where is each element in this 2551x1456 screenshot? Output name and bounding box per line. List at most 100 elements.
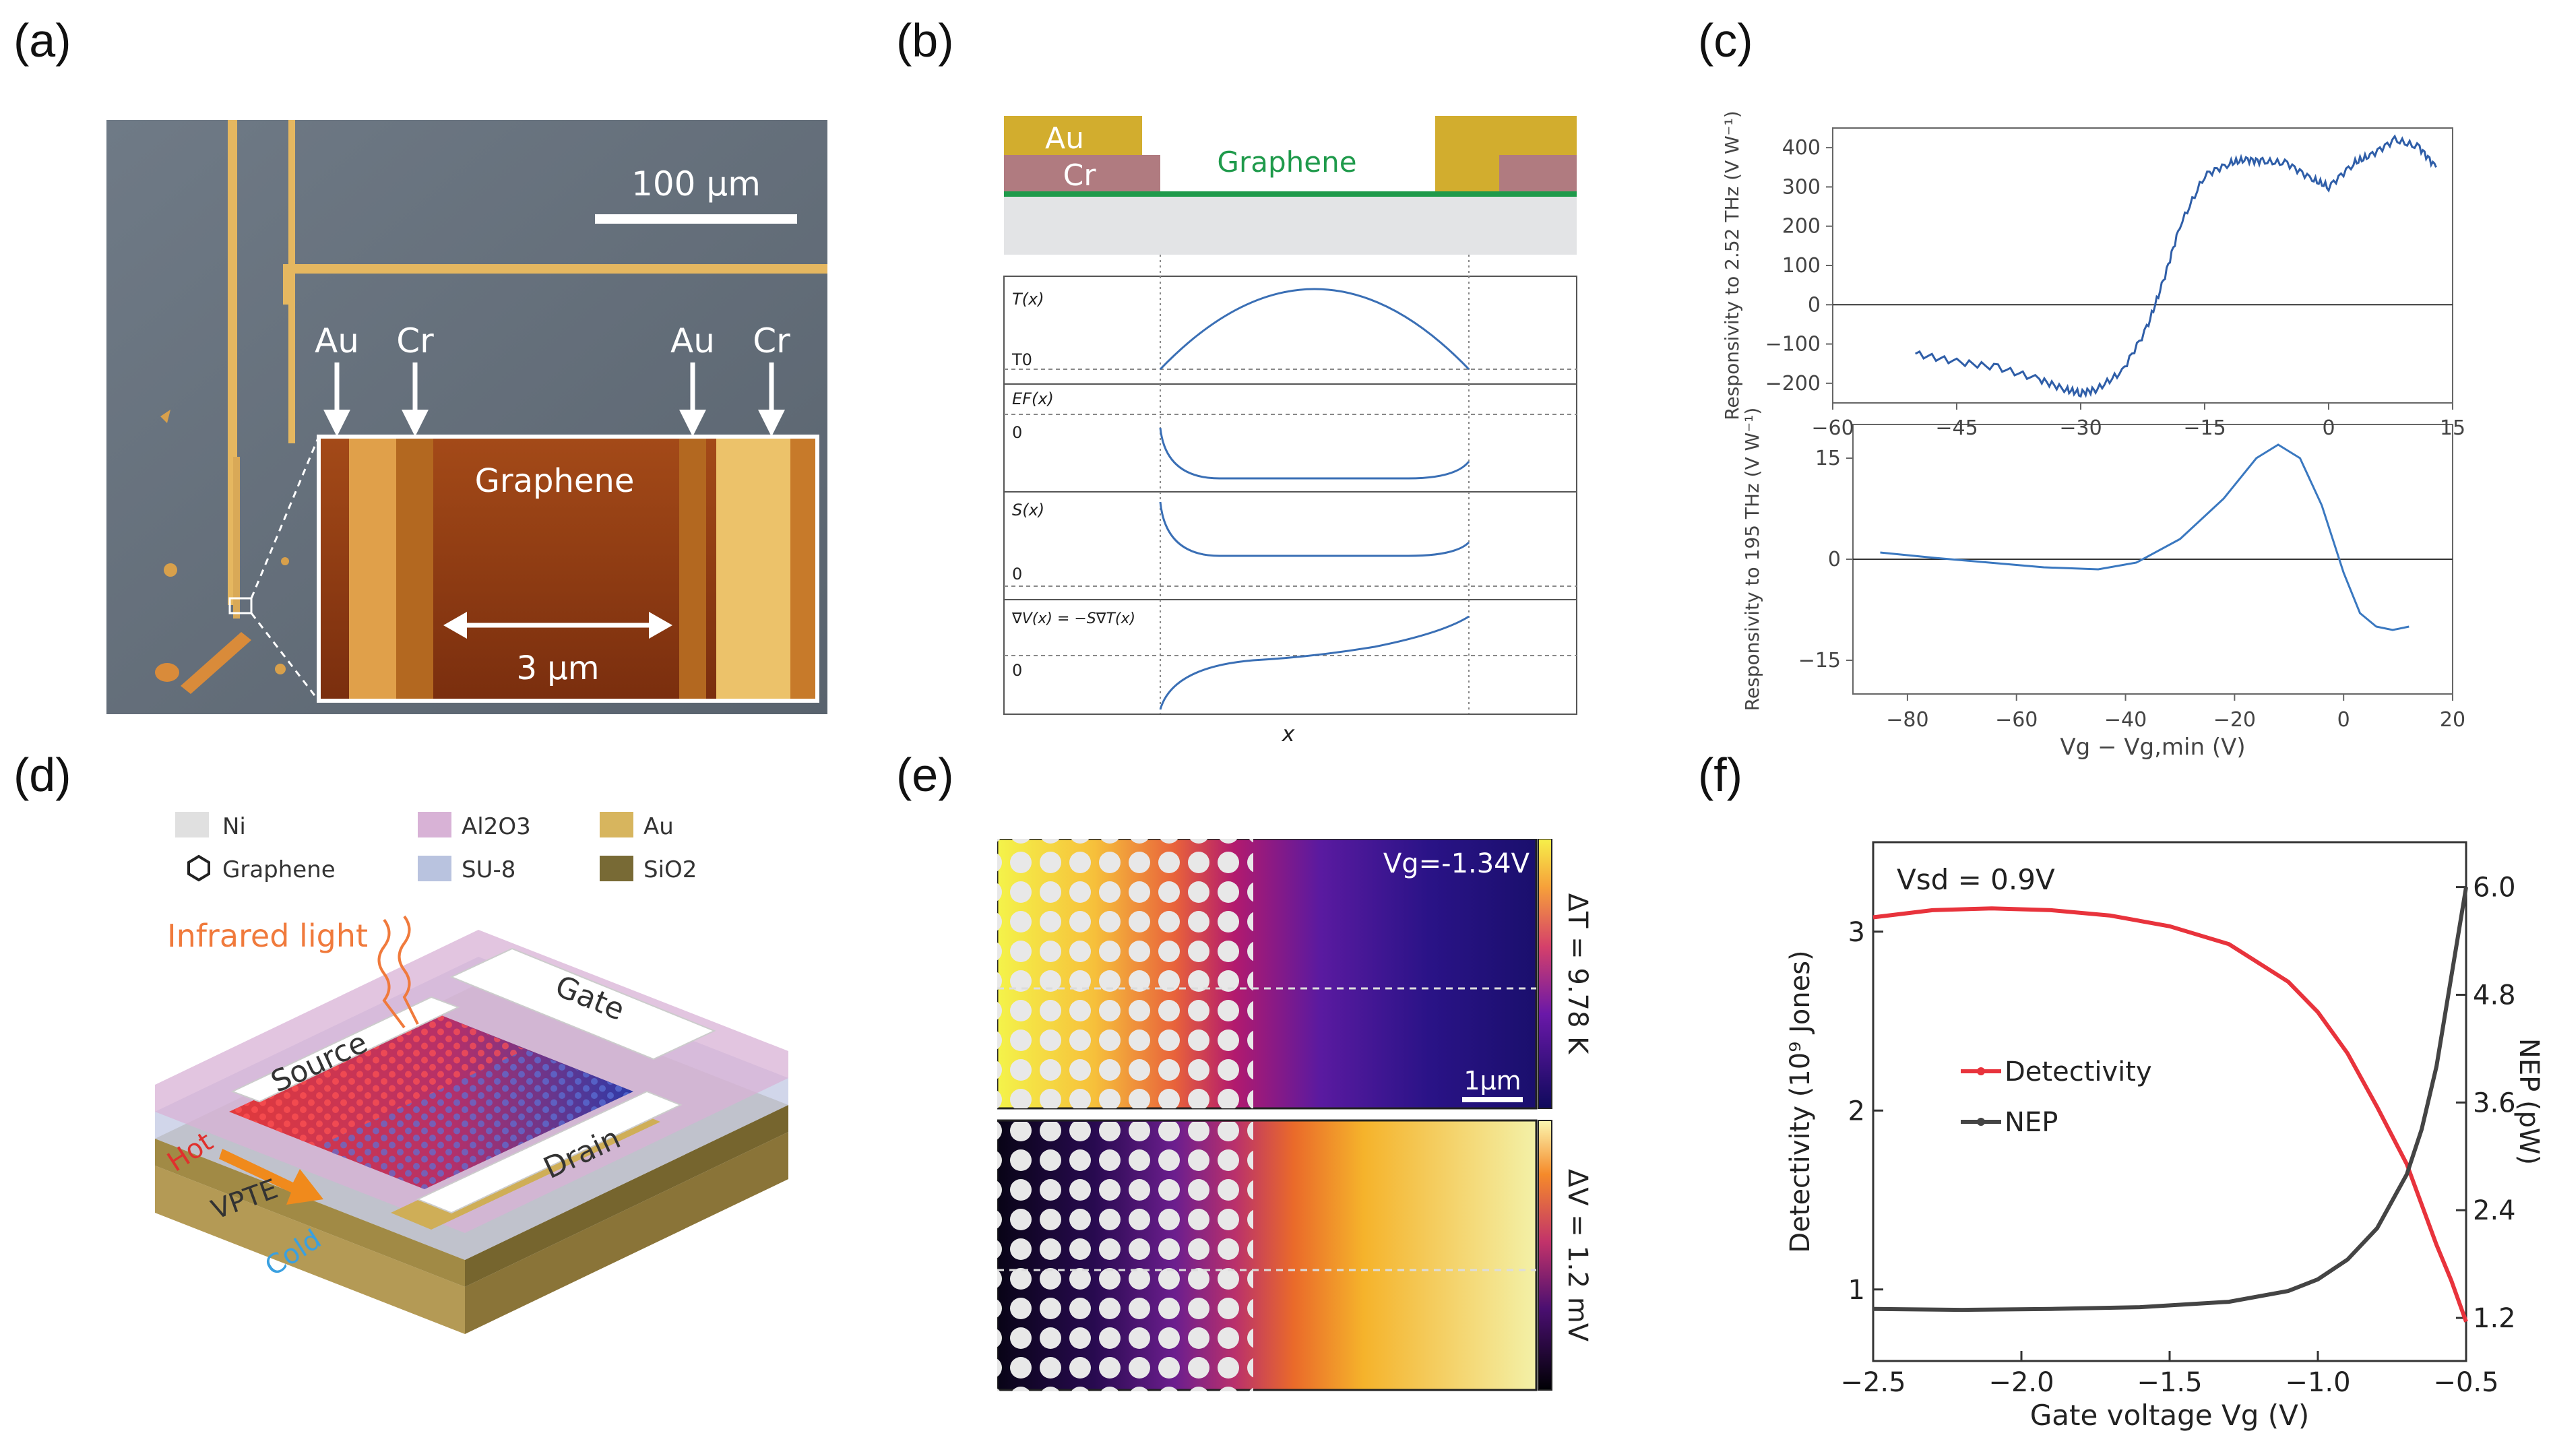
down-arrow-icon: [402, 362, 429, 437]
c-top-ytick-label: 300: [1782, 175, 1821, 199]
curve-S: [1159, 501, 1470, 557]
label-au-left: Au: [315, 321, 359, 360]
electrode-line: [294, 264, 827, 274]
inset-stripe-au: [349, 439, 396, 699]
row-label-gradV: ∇V(x) = −S∇T(x): [1011, 610, 1135, 627]
legend-swatch-sio2: [600, 856, 633, 881]
infrared-label: Infrared light: [167, 918, 368, 954]
row-base-EF: 0: [1012, 423, 1022, 442]
f-nep-line: [1872, 887, 2468, 1312]
legend-label-al2o3: Al2O3: [462, 813, 531, 840]
label-au-right: Au: [670, 321, 715, 360]
panel-f-chart: −2.5 −2.0 −1.5 −1.0 −0.5 1 2 3 1.2 2.4 3.6 4.8 6.0 V…: [1785, 841, 2540, 1432]
row-label-S: S(x): [1012, 501, 1044, 519]
inset-stripe-au: [716, 439, 790, 699]
f-xtick-label: −2.5: [1840, 1367, 1906, 1398]
drain-electrode: [416, 1090, 683, 1214]
debris: [281, 557, 289, 565]
f-xtick-label: −2.0: [1988, 1367, 2054, 1398]
c-top-ytick-label: 0: [1808, 293, 1821, 317]
graphene-label: Graphene: [1217, 146, 1356, 179]
profile-frame: [1003, 276, 1577, 715]
legend-label-graphene: Graphene: [222, 856, 336, 883]
f-ytick-left-label: 1: [1848, 1275, 1865, 1306]
zoom-line: [250, 612, 320, 701]
c-top-ytick-label: 200: [1782, 215, 1821, 239]
electrode-line: [283, 264, 295, 305]
f-xtick-label: −1.0: [2285, 1367, 2350, 1398]
sio2-right: [465, 1105, 788, 1287]
c-bottom-xtick-label: −40: [2104, 708, 2147, 732]
zoom-region-marker: [228, 597, 253, 614]
scale-bar: [1462, 1097, 1523, 1102]
curve-T: [1159, 288, 1470, 371]
sio2-front: [155, 1139, 465, 1287]
c-top-frame: [1832, 127, 2453, 404]
panel-label-c: (c): [1698, 14, 1753, 67]
hole-array-top: [997, 839, 1253, 1108]
c-bottom-xtick-label: 0: [2337, 708, 2350, 732]
colorbar-bottom-label: ΔV = 1.2 mV: [1562, 1169, 1593, 1342]
graphene-lattice-hot: [229, 1014, 526, 1147]
hole-array-bottom: [997, 1122, 1253, 1391]
f-ytick-right-label: 1.2: [2473, 1303, 2516, 1334]
inset-measure-arrow: [443, 612, 467, 639]
electrode-line: [233, 457, 240, 619]
scale-bar: [595, 214, 797, 224]
graphene-layer: [1004, 191, 1577, 197]
substrate: [1004, 195, 1577, 255]
row-base-T: T0: [1011, 350, 1032, 369]
debris: [160, 410, 170, 423]
f-legend-det-marker: [1977, 1067, 1985, 1075]
f-annotation: Vsd = 0.9V: [1897, 863, 2055, 896]
f-ylabel-right: NEP (pW): [2513, 1038, 2540, 1165]
vpte-arrow-icon: [219, 1149, 323, 1205]
f-ytick-left-label: 3: [1848, 917, 1865, 948]
c-bottom-ytick-label: −15: [1798, 649, 1841, 672]
inset-stripe-cr: [396, 439, 433, 699]
scale-bar-label: 1µm: [1463, 1066, 1521, 1096]
f-xlabel: Gate voltage Vg (V): [2030, 1399, 2309, 1432]
colorbar-bottom: [1538, 1120, 1552, 1391]
c-bottom-ylabel: Responsivity to 195 THz (V W⁻¹): [1741, 408, 1763, 711]
legend-swatch-al2o3: [418, 812, 451, 837]
c-top-xtick-label: 15: [2440, 416, 2465, 440]
legend-swatch-ni: [175, 812, 209, 837]
panel-label-b: (b): [896, 14, 954, 67]
c-bottom-series-line: [1880, 443, 2410, 631]
c-top-xtick-label: −30: [2059, 416, 2102, 440]
f-ytick-right-label: 2.4: [2473, 1195, 2516, 1226]
panel-label-e: (e): [896, 749, 954, 801]
c-bottom-xtick-label: −80: [1886, 708, 1928, 732]
inset-title: Graphene: [475, 462, 635, 500]
colorbar-top: [1538, 839, 1552, 1109]
inset-stripe-cr: [679, 439, 706, 699]
block-bottom-right: [465, 1132, 788, 1334]
gate-electrode: [449, 947, 716, 1061]
c-top-xtick-label: −15: [2183, 416, 2226, 440]
f-detectivity-line: [1872, 906, 2468, 1323]
debris: [181, 632, 251, 694]
c-bottom-xlabel: Vg − Vg,min (V): [2060, 734, 2245, 761]
f-legend-det-label: Detectivity: [2005, 1056, 2152, 1087]
c-top-ytick-label: −100: [1765, 333, 1821, 356]
f-ylabel-left: Detectivity (10⁹ Jones): [1785, 950, 1816, 1253]
panel-d-device: Ni Al2O3 Au Graphene SU-8 SiO2 Source Ga…: [155, 812, 788, 1334]
au-label: Au: [1045, 121, 1084, 156]
c-top-ylabel: Responsivity to 2.52 THz (V W⁻¹): [1721, 110, 1743, 420]
zoom-line: [250, 436, 320, 599]
f-ytick-right-label: 6.0: [2473, 873, 2516, 904]
c-bottom-xtick-label: 20: [2440, 708, 2465, 732]
c-top-series-line: [1914, 134, 2437, 398]
cr-block-left: [1004, 155, 1160, 191]
c-top-ytick-label: 100: [1782, 254, 1821, 278]
f-xtick-label: −1.5: [2137, 1367, 2202, 1398]
c-bottom-xtick-label: −20: [2213, 708, 2256, 732]
panel-label-f: (f): [1698, 749, 1743, 801]
down-arrow-icon: [758, 362, 785, 437]
c-top-ytick-label: −200: [1765, 372, 1821, 395]
f-legend-nep-marker: [1977, 1118, 1985, 1126]
label-cr-left: Cr: [396, 321, 434, 360]
legend-label-ni: Ni: [222, 813, 246, 840]
f-plot-frame: [1872, 841, 2467, 1362]
